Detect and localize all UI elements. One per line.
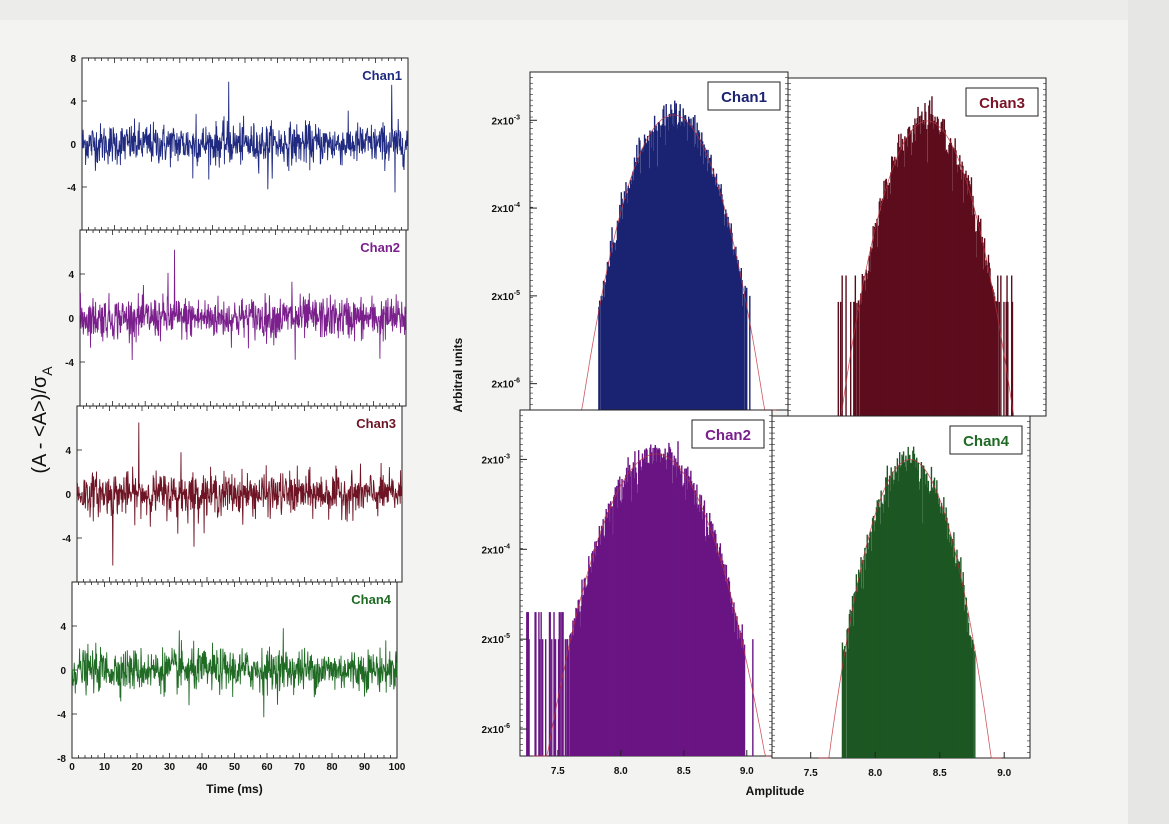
legend-box	[691, 419, 765, 449]
x-tick-label: 7.5	[804, 768, 818, 779]
y-tick-label: 4	[60, 622, 66, 633]
x-tick-label: 70	[294, 762, 306, 773]
x-tick-label: 80	[326, 762, 338, 773]
scan-border-top	[0, 0, 1169, 20]
histogram-chan4: 7.5 8.0 8.5 9.0 Chan4	[771, 415, 1031, 779]
y-tick-exponent: -4	[514, 202, 520, 209]
gaussian-fit-curve	[829, 120, 1026, 417]
legend-label: Chan2	[705, 427, 751, 444]
gaussian-fit-curve	[818, 459, 1002, 759]
signal-trace-chan3	[76, 422, 403, 566]
y-tick-label: -4	[62, 534, 71, 545]
x-tick-label: 60	[261, 762, 273, 773]
channel-label: Chan2	[360, 240, 400, 255]
histogram-chan1: 2x10-3 2x10-4 2x10-5 2x10-6 Chan1	[492, 71, 789, 411]
y-axis-label: (A - <A>)/σA	[29, 366, 55, 474]
y-tick-label: 4	[65, 446, 71, 457]
histogram-panel: 2x10-3 2x10-4 2x10-5 2x10-6 Chan1 Chan3 2x10-3…	[451, 71, 1047, 798]
x-tick-label: 8.0	[614, 766, 628, 777]
time-series-panel: 840-4Chan140-4Chan240-4Chan340-4-8Chan40…	[29, 54, 409, 796]
gaussian-fit-curve	[532, 453, 772, 757]
trace-panel-chan3: 4 0 -4 Chan3	[62, 405, 403, 583]
trace-panel-chan1: 8 4 0 -4 Chan1	[67, 54, 409, 231]
y-tick-exponent: -6	[504, 723, 510, 730]
x-tick-label: 100	[389, 762, 406, 773]
x-tick-label: 20	[131, 762, 143, 773]
x-tick-label: 8.0	[868, 768, 882, 779]
y-tick-exponent: -5	[504, 633, 510, 640]
scan-border-right	[1128, 0, 1169, 824]
y-tick-exponent: -5	[514, 290, 520, 297]
y-tick-exponent: -3	[504, 453, 510, 460]
x-tick-label: 8.5	[677, 766, 691, 777]
channel-label: Chan3	[356, 416, 396, 431]
y-tick-label: 2x10-3	[492, 114, 521, 127]
y-tick-label: 0	[60, 666, 66, 677]
x-tick-label: 0	[69, 762, 75, 773]
y-tick-label: 2x10-5	[482, 633, 511, 646]
legend-box	[707, 81, 781, 111]
y-axis-label: Arbitral units	[451, 337, 465, 412]
channel-label: Chan4	[351, 592, 392, 607]
y-tick-exponent: -4	[504, 543, 510, 550]
x-axis-label: Amplitude	[746, 784, 805, 798]
y-tick-label: 2x10-3	[482, 453, 511, 466]
x-axis-label: Time (ms)	[206, 782, 262, 796]
y-tick-exponent: -3	[514, 114, 520, 121]
y-tick-label: 4	[70, 97, 76, 108]
x-tick-label: 8.5	[933, 768, 947, 779]
y-tick-label: 2x10-6	[482, 723, 511, 736]
y-tick-label: 2x10-4	[492, 202, 521, 215]
y-tick-label: -4	[67, 183, 76, 194]
signal-trace-chan2	[79, 249, 407, 361]
y-tick-label: 4	[68, 270, 74, 281]
x-tick-label: 9.0	[997, 768, 1011, 779]
y-axis-label-subscript: A	[39, 366, 55, 376]
y-tick-label: 0	[65, 490, 71, 501]
legend-label: Chan3	[979, 95, 1025, 112]
x-tick-label: 9.0	[740, 766, 754, 777]
x-tick-label: 90	[359, 762, 371, 773]
histogram-chan3: Chan3	[787, 77, 1047, 417]
y-tick-label: 0	[70, 140, 76, 151]
trace-panel-chan2: 4 0 -4 Chan2	[65, 229, 407, 407]
legend-box	[965, 87, 1039, 117]
channel-label: Chan1	[362, 68, 402, 83]
y-tick-exponent: -6	[514, 378, 520, 385]
gaussian-fit-curve	[570, 114, 777, 411]
signal-trace-chan1	[81, 81, 409, 193]
x-tick-label: 40	[196, 762, 208, 773]
y-tick-label: 0	[68, 314, 74, 325]
y-tick-label: 2x10-4	[482, 543, 511, 556]
histogram-chan2: 2x10-3 2x10-4 2x10-5 2x10-6 7.5 8.0 8.5 9.0 Chan…	[482, 409, 773, 777]
y-tick-label: -4	[65, 358, 74, 369]
y-tick-label: -4	[57, 710, 66, 721]
x-tick-label: 10	[99, 762, 111, 773]
x-tick-label: 50	[229, 762, 241, 773]
signal-trace-chan4	[71, 628, 398, 718]
y-tick-label: 8	[70, 54, 76, 65]
y-tick-label: 2x10-5	[492, 290, 521, 303]
legend-box	[949, 425, 1023, 455]
x-tick-label: 7.5	[551, 766, 565, 777]
legend-label: Chan1	[721, 89, 767, 106]
y-tick-label: -8	[57, 754, 66, 765]
x-tick-label: 30	[164, 762, 176, 773]
y-tick-label: 2x10-6	[492, 378, 521, 391]
legend-label: Chan4	[963, 433, 1010, 450]
